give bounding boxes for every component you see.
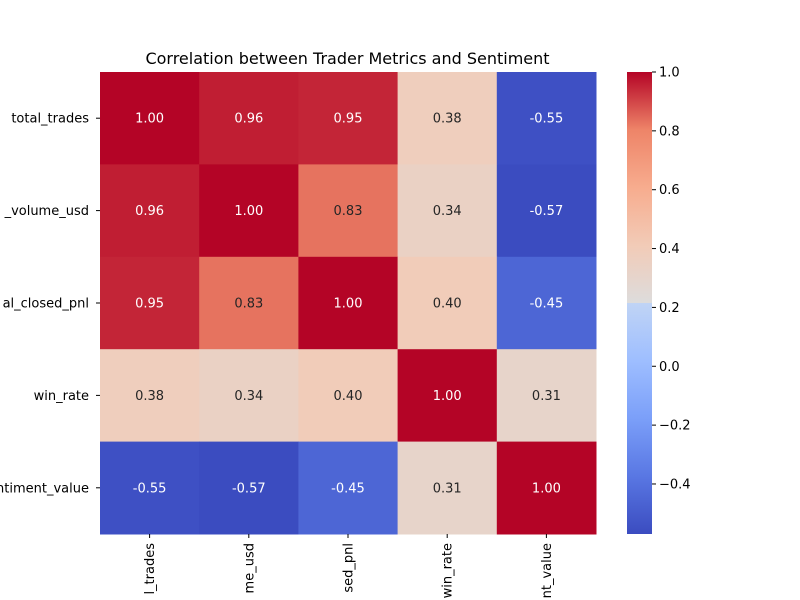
colorbar-tick-label: 0.8 xyxy=(659,124,680,139)
heatmap-cell xyxy=(100,256,200,350)
heatmap-cell xyxy=(298,72,399,165)
cell-value-label: 0.31 xyxy=(433,481,462,496)
heatmap-cell xyxy=(496,349,597,443)
heatmap-cells: 1.00 0.96 0.95 0.38 -0.55 0.96 1.00 0.83 0.34 -0.… xyxy=(100,72,597,535)
heatmap-cell xyxy=(298,164,399,258)
colorbar-tick-label: 1.0 xyxy=(659,66,680,81)
cell-value-label: 0.40 xyxy=(334,389,363,404)
cell-value-label: 1.00 xyxy=(532,481,561,496)
heatmap-cell xyxy=(298,256,399,350)
column-label: me_usd xyxy=(242,543,257,593)
heatmap-cell xyxy=(397,441,498,535)
cell-value-label: 0.83 xyxy=(234,297,263,312)
cell-value-label: -0.45 xyxy=(530,297,564,312)
cell-value-label: 0.95 xyxy=(334,112,363,127)
cell-value-label: 0.83 xyxy=(334,204,363,219)
heatmap-cell xyxy=(496,72,597,165)
row-label: al_closed_pnl xyxy=(3,297,89,312)
cell-value-label: 0.34 xyxy=(433,204,462,219)
heatmap-cell xyxy=(199,256,299,350)
heatmap-cell xyxy=(397,72,498,165)
cell-value-label: -0.55 xyxy=(530,112,564,127)
row-label: total_trades xyxy=(11,112,89,127)
cell-value-label: 0.38 xyxy=(433,112,462,127)
column-label: sed_pnl xyxy=(342,543,357,593)
cell-value-label: 1.00 xyxy=(234,204,263,219)
cell-value-label: 0.38 xyxy=(135,389,164,404)
cell-value-label: -0.57 xyxy=(530,204,564,219)
colorbar-tick-label: 0.6 xyxy=(659,183,680,198)
colorbar xyxy=(627,72,652,534)
row-label: _volume_usd xyxy=(4,204,89,219)
row-labels: total_trades _volume_usd al_closed_pnl win_… xyxy=(0,112,100,496)
cell-value-label: 0.96 xyxy=(135,204,164,219)
colorbar-ticks: 1.0 0.8 0.6 0.4 0.2 0.0 −0.2 −0.4 xyxy=(652,66,691,492)
chart-title: Correlation between Trader Metrics and S… xyxy=(145,49,549,68)
heatmap-cell xyxy=(496,441,597,535)
colorbar-tick-label: 0.4 xyxy=(659,242,680,257)
cell-value-label: 0.40 xyxy=(433,297,462,312)
heatmap-cell xyxy=(199,164,299,258)
row-label: ntiment_value xyxy=(0,481,89,496)
cell-value-label: 1.00 xyxy=(135,112,164,127)
cell-value-label: 0.95 xyxy=(135,297,164,312)
heatmap-cell xyxy=(100,72,200,165)
heatmap-cell xyxy=(496,164,597,258)
heatmap-cell xyxy=(298,441,399,535)
column-label: win_rate xyxy=(441,543,456,598)
cell-value-label: 1.00 xyxy=(433,389,462,404)
colorbar-tick-label: 0.0 xyxy=(659,360,680,375)
colorbar-tick-label: −0.2 xyxy=(659,419,691,434)
column-label: nt_value xyxy=(540,543,555,598)
heatmap-cell xyxy=(199,72,299,165)
cell-value-label: 0.34 xyxy=(234,389,263,404)
colorbar-gradient xyxy=(627,72,652,534)
cell-value-label: -0.55 xyxy=(133,481,167,496)
heatmap-cell xyxy=(100,164,200,258)
heatmap-cell xyxy=(199,349,299,443)
heatmap-cell xyxy=(100,441,200,535)
heatmap-cell xyxy=(496,256,597,350)
heatmap-cell xyxy=(397,349,498,443)
heatmap-cell xyxy=(397,256,498,350)
cell-value-label: 1.00 xyxy=(334,297,363,312)
cell-value-label: 0.96 xyxy=(234,112,263,127)
heatmap-cell xyxy=(298,349,399,443)
cell-value-label: -0.57 xyxy=(232,481,266,496)
row-label: win_rate xyxy=(34,389,89,404)
column-label: l_trades xyxy=(143,543,158,595)
colorbar-tick-label: −0.4 xyxy=(659,477,691,492)
colorbar-tick-label: 0.2 xyxy=(659,301,680,316)
heatmap-cell xyxy=(397,164,498,258)
heatmap-cell xyxy=(100,349,200,443)
cell-value-label: -0.45 xyxy=(331,481,365,496)
column-labels: l_trades me_usd sed_pnl win_rate nt_value xyxy=(143,534,555,598)
cell-value-label: 0.31 xyxy=(532,389,561,404)
heatmap-cell xyxy=(199,441,299,535)
